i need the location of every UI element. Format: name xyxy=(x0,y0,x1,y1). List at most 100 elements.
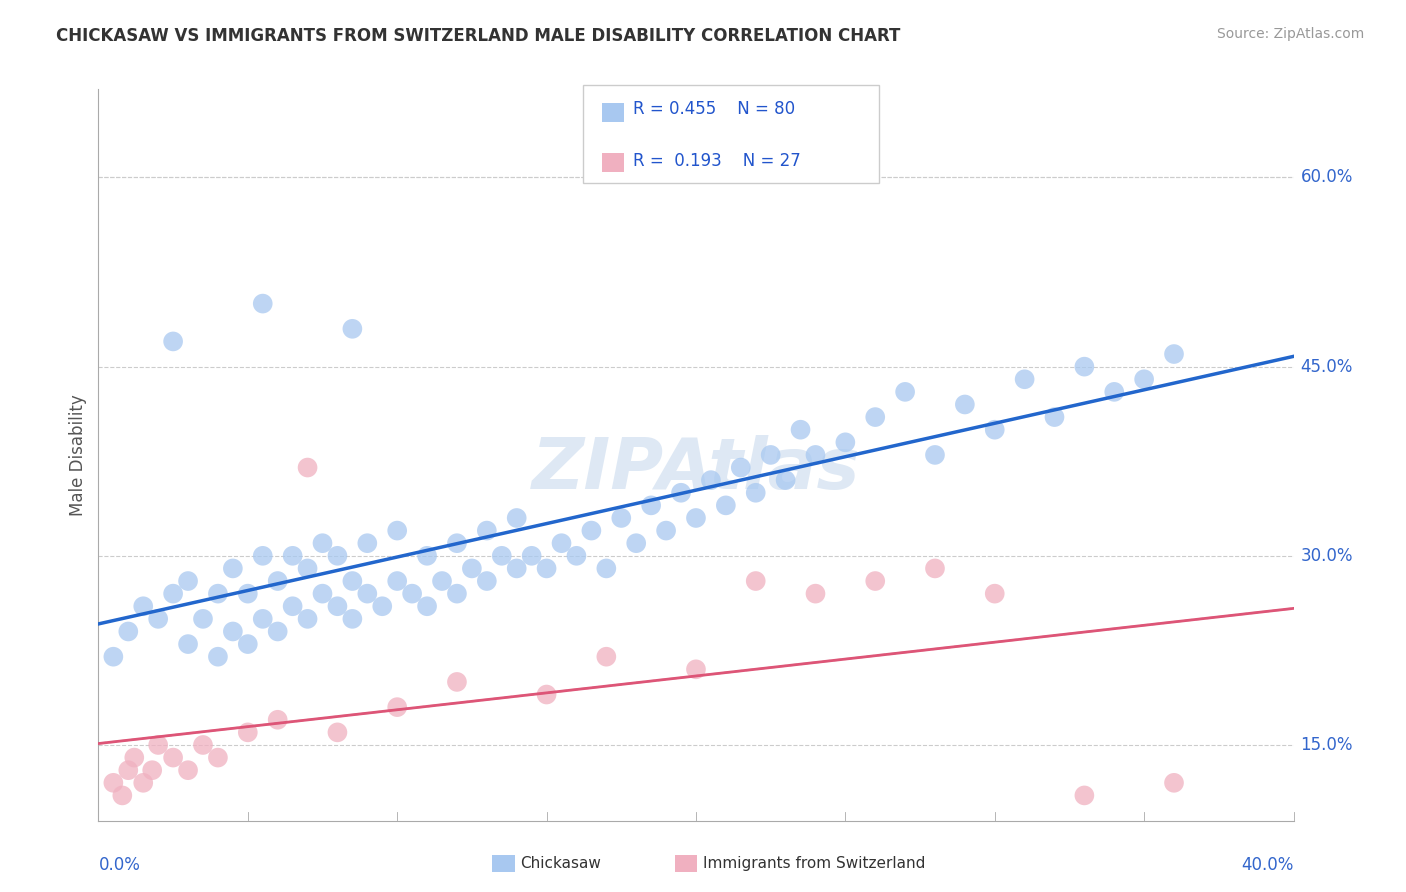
Point xyxy=(1104,384,1126,399)
Point xyxy=(281,549,304,563)
Text: 0.0%: 0.0% xyxy=(98,856,141,874)
Point xyxy=(191,738,214,752)
Text: 30.0%: 30.0% xyxy=(1301,547,1353,565)
Point xyxy=(461,561,484,575)
Point xyxy=(103,649,125,664)
Point xyxy=(326,599,349,614)
Point xyxy=(983,423,1005,437)
Point xyxy=(267,574,290,588)
Point xyxy=(700,473,723,487)
Point xyxy=(326,549,349,563)
Point xyxy=(103,776,125,790)
Point xyxy=(581,524,603,538)
Point xyxy=(894,384,917,399)
Point xyxy=(865,410,887,425)
Point xyxy=(610,511,633,525)
Point xyxy=(297,561,319,575)
Point xyxy=(834,435,856,450)
Text: R =  0.193    N = 27: R = 0.193 N = 27 xyxy=(633,152,800,169)
Point xyxy=(342,612,364,626)
Point xyxy=(983,587,1005,601)
Point xyxy=(446,674,468,689)
Point xyxy=(281,599,304,614)
Point xyxy=(685,511,707,525)
Point xyxy=(124,750,146,764)
Point xyxy=(789,423,811,437)
Point xyxy=(924,448,946,462)
Point xyxy=(162,587,184,601)
Point xyxy=(640,499,662,513)
Point xyxy=(207,587,229,601)
Point xyxy=(669,485,692,500)
Point xyxy=(252,612,274,626)
Point xyxy=(924,561,946,575)
Point xyxy=(550,536,572,550)
Text: Chickasaw: Chickasaw xyxy=(520,856,602,871)
Text: Immigrants from Switzerland: Immigrants from Switzerland xyxy=(703,856,925,871)
Point xyxy=(565,549,588,563)
Point xyxy=(491,549,513,563)
Point xyxy=(1133,372,1156,386)
Point xyxy=(236,587,259,601)
Point xyxy=(267,624,290,639)
Point xyxy=(148,738,170,752)
Point xyxy=(595,561,617,575)
Point xyxy=(177,574,200,588)
Point xyxy=(356,587,378,601)
Point xyxy=(267,713,290,727)
Point xyxy=(416,599,439,614)
Point xyxy=(730,460,752,475)
Text: 60.0%: 60.0% xyxy=(1301,169,1353,186)
Text: 45.0%: 45.0% xyxy=(1301,358,1353,376)
Point xyxy=(207,750,229,764)
Point xyxy=(132,599,155,614)
Point xyxy=(162,334,184,349)
Point xyxy=(132,776,155,790)
Point xyxy=(536,561,558,575)
Point xyxy=(804,448,827,462)
Point xyxy=(311,536,333,550)
Point xyxy=(506,561,529,575)
Point xyxy=(775,473,797,487)
Point xyxy=(117,624,139,639)
Point xyxy=(1163,776,1185,790)
Point xyxy=(222,624,245,639)
Text: ZIPAtlas: ZIPAtlas xyxy=(531,435,860,504)
Point xyxy=(252,549,274,563)
Point xyxy=(416,549,439,563)
Point xyxy=(1163,347,1185,361)
Text: Source: ZipAtlas.com: Source: ZipAtlas.com xyxy=(1216,27,1364,41)
Point xyxy=(371,599,394,614)
Point xyxy=(1014,372,1036,386)
Point xyxy=(595,649,617,664)
Point xyxy=(655,524,678,538)
Point xyxy=(311,587,333,601)
Point xyxy=(804,587,827,601)
Point xyxy=(430,574,453,588)
Point xyxy=(536,688,558,702)
Text: 40.0%: 40.0% xyxy=(1241,856,1294,874)
Point xyxy=(297,460,319,475)
Point xyxy=(191,612,214,626)
Point xyxy=(520,549,543,563)
Point xyxy=(1073,789,1095,803)
Point xyxy=(222,561,245,575)
Text: CHICKASAW VS IMMIGRANTS FROM SWITZERLAND MALE DISABILITY CORRELATION CHART: CHICKASAW VS IMMIGRANTS FROM SWITZERLAND… xyxy=(56,27,901,45)
Point xyxy=(385,574,409,588)
Point xyxy=(177,637,200,651)
Text: 15.0%: 15.0% xyxy=(1301,736,1353,754)
Point xyxy=(326,725,349,739)
Point xyxy=(236,725,259,739)
Point xyxy=(685,662,707,676)
Point xyxy=(342,322,364,336)
Point xyxy=(506,511,529,525)
Point xyxy=(759,448,782,462)
Point xyxy=(401,587,423,601)
Point xyxy=(385,700,409,714)
Point xyxy=(714,499,737,513)
Point xyxy=(141,763,163,777)
Point xyxy=(475,574,498,588)
Point xyxy=(745,485,768,500)
Point xyxy=(1043,410,1066,425)
Point xyxy=(953,397,976,411)
